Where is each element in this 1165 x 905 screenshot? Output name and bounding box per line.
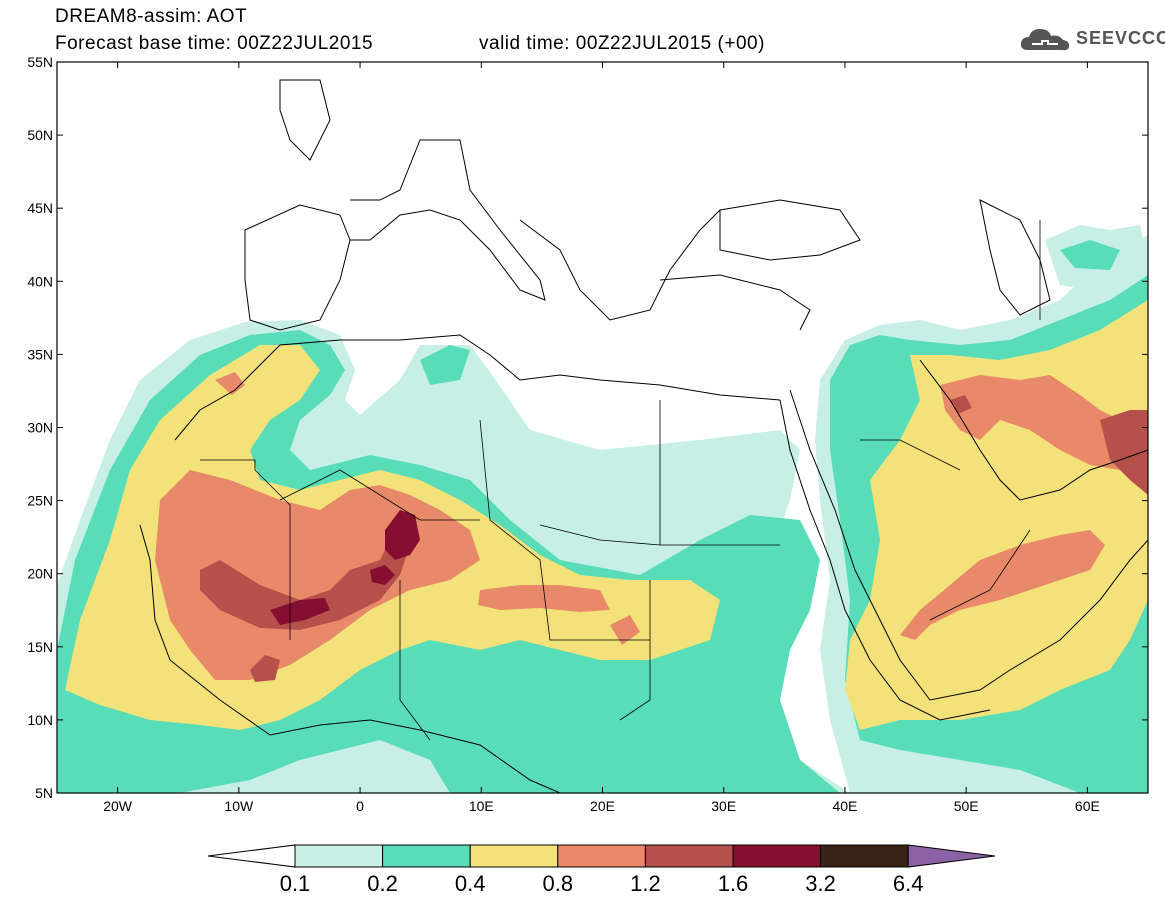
border-2 bbox=[279, 469, 480, 521]
aot-contour-gulf-orange bbox=[940, 375, 1148, 480]
border-10 bbox=[929, 529, 1031, 621]
colorbar-swatch bbox=[382, 844, 471, 868]
longitude-axis: 20W 10W 0 10E 20E 30E 40E 50E 60E bbox=[103, 62, 1100, 814]
coastline-africa bbox=[139, 524, 561, 793]
latitude-axis: 55N 50N 45N 40N 35N 30N 25N 20N 15N 10N 5N bbox=[27, 54, 1148, 801]
lat-tick-label: 5N bbox=[35, 785, 53, 801]
lat-tick-label: 20N bbox=[27, 566, 53, 582]
coastline-france-italy bbox=[350, 139, 546, 301]
aot-contour-mauritania-peak bbox=[270, 598, 330, 625]
coastlines bbox=[139, 79, 1148, 793]
lon-tick-label: 20W bbox=[103, 798, 133, 814]
lat-tick-label: 55N bbox=[27, 54, 53, 70]
coastline-balkans bbox=[519, 209, 721, 321]
border-6 bbox=[619, 580, 651, 721]
map-title: DREAM8-assim: AOT bbox=[55, 6, 248, 27]
aot-contour-mali-red bbox=[250, 655, 280, 682]
seevccc-logo: SEEVCCC bbox=[1018, 22, 1165, 56]
cloud-icon bbox=[1020, 29, 1070, 51]
coastline-iberia bbox=[244, 204, 351, 331]
border-4 bbox=[539, 400, 661, 546]
lon-tick-label: 0 bbox=[356, 798, 364, 814]
colorbar-swatch bbox=[294, 844, 384, 868]
aot-contour-west-extreme bbox=[200, 540, 410, 630]
lat-tick-label: 25N bbox=[27, 493, 53, 509]
colorbar-swatch bbox=[557, 844, 646, 868]
colorbar-swatch bbox=[469, 844, 559, 868]
aot-contour-morocco-orange bbox=[215, 372, 245, 395]
aot-contour-sahel-orange bbox=[478, 585, 610, 612]
logo-text: SEEVCCC bbox=[1076, 28, 1165, 48]
coastline-persian-gulf bbox=[919, 359, 1148, 501]
aot-contour-caspian-mid bbox=[1060, 240, 1120, 270]
coastline-black-sea bbox=[719, 199, 861, 261]
colorbar-label: 1.2 bbox=[630, 871, 661, 896]
colorbar-label: 3.2 bbox=[805, 871, 836, 896]
lat-tick-label: 10N bbox=[27, 712, 53, 728]
border-1 bbox=[200, 459, 291, 640]
lat-tick-label: 40N bbox=[27, 273, 53, 289]
colorbar-swatch bbox=[732, 844, 822, 868]
valid-time: valid time: 00Z22JUL2015 (+00) bbox=[479, 33, 765, 54]
colorbar-under-arrow bbox=[207, 844, 296, 868]
colorbar bbox=[207, 844, 996, 868]
lon-tick-label: 10W bbox=[224, 798, 254, 814]
coastline-red-sea-west bbox=[779, 399, 991, 721]
colorbar-swatch bbox=[820, 844, 909, 868]
country-borders bbox=[200, 220, 1041, 741]
aot-contour-arabia-orange bbox=[900, 530, 1105, 640]
colorbar-label: 0.8 bbox=[542, 871, 574, 896]
aot-contour-tunisia bbox=[420, 345, 470, 385]
aot-contour-mali-peak bbox=[370, 565, 395, 585]
aot-contour-gulf-red bbox=[1100, 410, 1148, 495]
coastline-turkey bbox=[659, 274, 811, 331]
colorbar-label: 0.1 bbox=[279, 871, 311, 896]
lon-tick-label: 40E bbox=[832, 798, 857, 814]
colorbar-label: 0.4 bbox=[454, 871, 486, 896]
lat-tick-label: 35N bbox=[27, 346, 53, 362]
lon-tick-label: 20E bbox=[590, 798, 615, 814]
coastline-caspian bbox=[979, 199, 1051, 316]
border-9 bbox=[860, 439, 961, 471]
aot-contour-algeria-peak bbox=[385, 510, 420, 560]
lon-tick-label: 60E bbox=[1075, 798, 1100, 814]
border-3 bbox=[479, 419, 650, 641]
lon-tick-label: 10E bbox=[469, 798, 494, 814]
lat-tick-label: 15N bbox=[27, 639, 53, 655]
lat-tick-label: 50N bbox=[27, 127, 53, 143]
lon-tick-label: 50E bbox=[954, 798, 979, 814]
colorbar-swatch bbox=[644, 844, 734, 868]
aot-field bbox=[57, 225, 1148, 793]
coastline-britain bbox=[279, 79, 331, 161]
lat-tick-label: 45N bbox=[27, 200, 53, 216]
forecast-base-time: Forecast base time: 00Z22JUL2015 bbox=[55, 33, 374, 54]
border-7 bbox=[399, 580, 431, 741]
aot-contour-chad-orange bbox=[610, 615, 640, 645]
colorbar-label: 0.2 bbox=[367, 871, 398, 896]
colorbar-over-arrow bbox=[907, 844, 996, 868]
coastline-red-sea-east bbox=[789, 389, 1148, 701]
colorbar-label: 6.4 bbox=[892, 871, 924, 896]
lon-tick-label: 30E bbox=[711, 798, 736, 814]
lat-tick-label: 30N bbox=[27, 420, 53, 436]
colorbar-label: 1.6 bbox=[717, 871, 749, 896]
coastline-north-africa bbox=[174, 334, 781, 441]
